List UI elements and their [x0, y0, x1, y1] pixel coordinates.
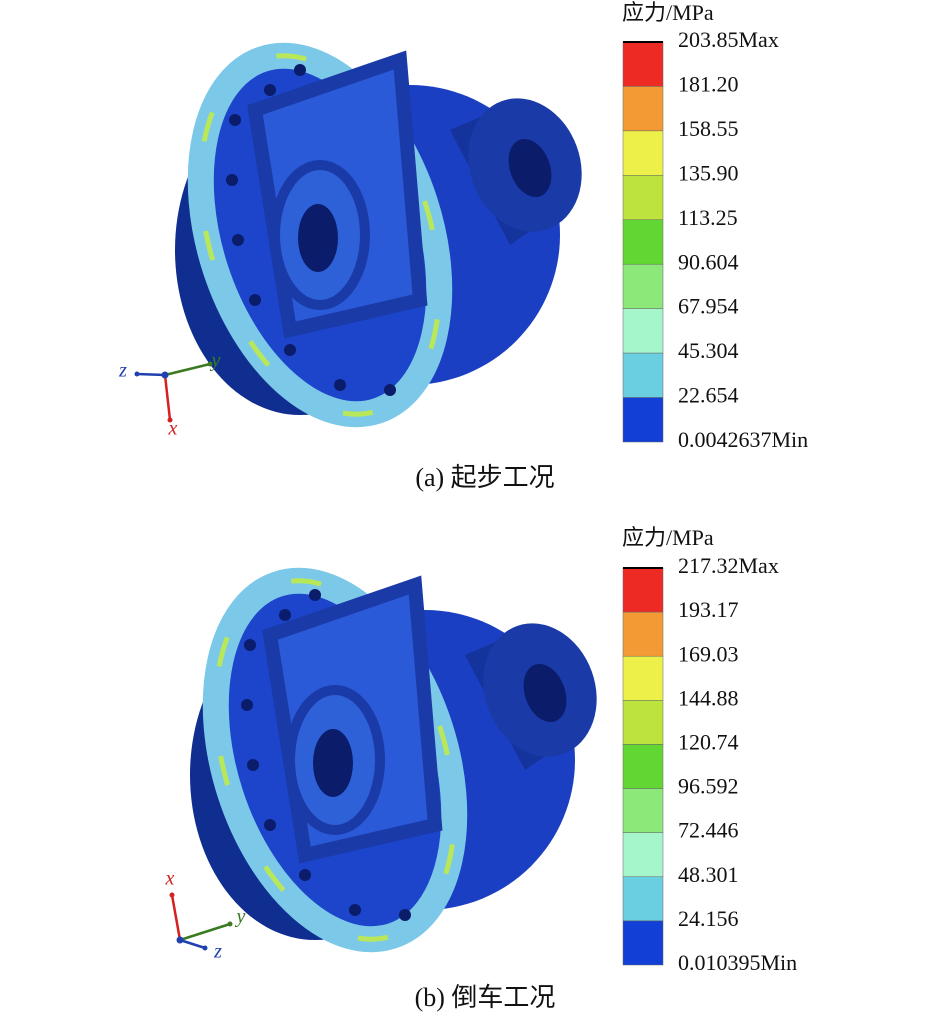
legend-label: 135.90	[678, 160, 739, 185]
legend-band	[622, 611, 664, 657]
legend-label: 67.954	[678, 294, 739, 319]
legend-band	[622, 567, 664, 613]
legend-label: 217.32Max	[678, 553, 779, 578]
legend-label: 193.17	[678, 597, 739, 622]
axis-tip	[167, 417, 173, 423]
legend-title: 应力/MPa	[622, 525, 714, 550]
legend-band	[622, 876, 664, 922]
axis-origin	[161, 371, 169, 379]
legend-label: 0.010395Min	[678, 950, 797, 975]
axis-label: z	[213, 941, 222, 963]
caption: (a) 起步工况	[415, 463, 554, 492]
legend-label: 203.85Max	[678, 27, 779, 52]
legend-band	[622, 832, 664, 878]
caption: (b) 倒车工况	[415, 983, 556, 1012]
legend-label: 45.304	[678, 338, 739, 363]
model-a	[158, 25, 600, 445]
legend-band	[622, 352, 664, 398]
axis-arrow	[170, 894, 182, 941]
legend-label: 24.156	[678, 906, 739, 931]
legend-band	[622, 175, 664, 221]
legend-label: 22.654	[678, 383, 739, 408]
legend-band	[622, 308, 664, 354]
legend-band	[622, 130, 664, 176]
legend-label: 90.604	[678, 249, 739, 274]
legend-band	[622, 788, 664, 833]
axis-origin	[176, 936, 184, 944]
axis-label: z	[118, 360, 127, 382]
legend-band	[622, 263, 664, 309]
axis-tip	[169, 892, 175, 898]
legend-title: 应力/MPa	[622, 0, 714, 25]
axis-arrow	[163, 374, 172, 421]
axis-label: x	[165, 868, 175, 890]
legend-label: 144.88	[678, 685, 739, 710]
axis-arrow	[164, 362, 211, 377]
legend-band	[622, 219, 664, 265]
legend-label: 48.301	[678, 862, 739, 887]
axis-tip	[227, 921, 233, 927]
legend-label: 113.25	[678, 205, 738, 230]
legend-label: 72.446	[678, 818, 739, 843]
axis-tip	[202, 945, 208, 951]
legend-band	[622, 41, 664, 87]
legend-band	[622, 920, 664, 966]
legend-band	[622, 700, 664, 745]
legend-band	[622, 655, 664, 701]
legend-band	[622, 86, 664, 132]
axis-tip	[207, 361, 213, 367]
legend-band	[622, 744, 664, 789]
legend-band	[622, 397, 664, 443]
axis-label: x	[168, 418, 178, 440]
legend-label: 169.03	[678, 641, 739, 666]
axis-label: y	[235, 906, 246, 928]
legend-label: 120.74	[678, 729, 739, 754]
legend-label: 0.0042637Min	[678, 427, 808, 452]
axis-tip	[134, 371, 140, 377]
legend-label: 158.55	[678, 116, 739, 141]
axis-arrow	[136, 372, 166, 377]
axis-label: y	[210, 350, 221, 372]
axis-arrow	[179, 922, 231, 942]
axis-arrow	[179, 938, 206, 950]
legend-label: 181.20	[678, 71, 739, 96]
legend-label: 96.592	[678, 774, 739, 799]
